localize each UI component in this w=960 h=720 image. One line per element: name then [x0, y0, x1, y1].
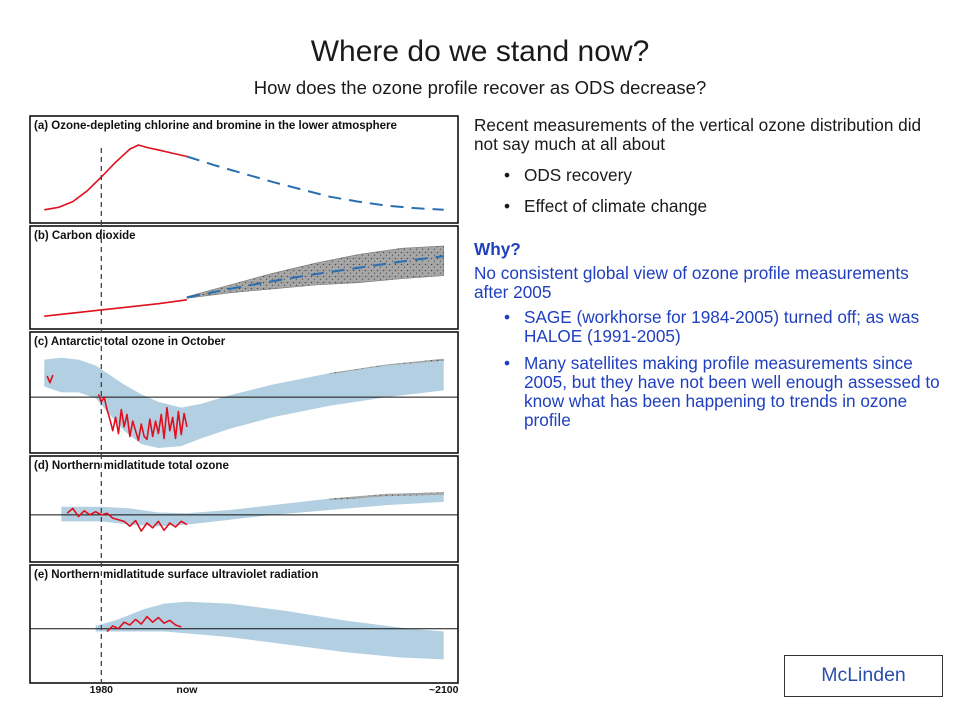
x-axis: 1980 now ~2100: [90, 684, 459, 695]
panel-e: (e) Northern midlatitude surface ultravi…: [29, 564, 459, 684]
observed-line: [44, 144, 188, 211]
x-tick-label: ~2100: [429, 684, 459, 695]
observed-line: [106, 615, 182, 633]
why-body: No consistent global view of ozone profi…: [474, 263, 909, 302]
panel-title: (d) Northern midlatitude total ozone: [34, 460, 229, 472]
panel-title: (b) Carbon dioxide: [34, 230, 136, 242]
slide-subtitle: How does the ozone profile recover as OD…: [253, 77, 707, 98]
projection-line: [186, 155, 444, 211]
slide-title: Where do we stand now?: [310, 35, 650, 68]
observed-line: [44, 299, 188, 317]
text-area: Recent measurements of the vertical ozon…: [474, 116, 944, 438]
panel-title: (e) Northern midlatitude surface ultravi…: [34, 569, 318, 581]
why-bullet-list: SAGE (workhorse for 1984-2005) turned of…: [474, 308, 944, 430]
observed-line: [97, 393, 188, 442]
bullet-item: Effect of climate change: [474, 197, 944, 217]
observed-line: [46, 374, 54, 384]
x-tick-label: 1980: [90, 684, 114, 695]
credit-box: McLinden: [784, 655, 943, 697]
bullet-item: ODS recovery: [474, 166, 944, 186]
x-tick-label: now: [176, 684, 198, 695]
why-bullet-item: Many satellites making profile measureme…: [474, 354, 944, 430]
panel-d: (d) Northern midlatitude total ozone: [29, 455, 459, 563]
panel-c: (c) Antarctic total ozone in October: [29, 331, 459, 454]
projection-line: [186, 255, 444, 299]
panel-title: (c) Antarctic total ozone in October: [34, 336, 226, 348]
panel-a: (a) Ozone-depleting chlorine and bromine…: [29, 115, 459, 224]
why-heading: Why?: [474, 239, 521, 259]
panel-title: (a) Ozone-depleting chlorine and bromine…: [34, 120, 397, 132]
panels-layer: (a) Ozone-depleting chlorine and bromine…: [29, 115, 459, 684]
bullet-list: ODS recovery Effect of climate change: [474, 166, 944, 217]
why-bullet-item: SAGE (workhorse for 1984-2005) turned of…: [474, 308, 944, 346]
uncertainty-range-stippled: [329, 492, 444, 501]
uncertainty-range-stippled: [329, 358, 444, 375]
uncertainty-range: [95, 601, 444, 660]
observed-line: [66, 507, 188, 532]
uncertainty-range: [61, 492, 444, 527]
uncertainty-range: [44, 357, 444, 448]
ozone-figure: (a) Ozone-depleting chlorine and bromine…: [29, 115, 459, 695]
intro-text: Recent measurements of the vertical ozon…: [474, 115, 922, 154]
panel-b: (b) Carbon dioxide: [29, 225, 459, 330]
